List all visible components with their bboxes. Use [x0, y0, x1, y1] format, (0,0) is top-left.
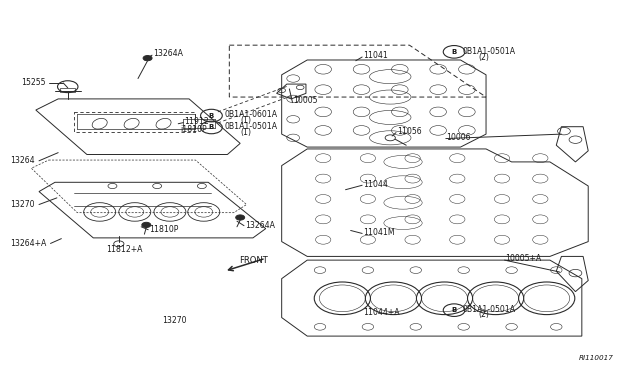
Text: FRONT: FRONT [239, 256, 268, 264]
Text: B: B [209, 125, 214, 131]
Text: (2): (2) [478, 310, 489, 319]
Text: 13264: 13264 [10, 156, 35, 165]
Text: 0B1A1-0501A: 0B1A1-0501A [463, 47, 515, 56]
Text: 11056: 11056 [397, 126, 421, 136]
Text: 10005+A: 10005+A [505, 254, 541, 263]
Text: 13264A: 13264A [244, 221, 275, 230]
Circle shape [142, 222, 151, 228]
Text: 11810P: 11810P [149, 225, 178, 234]
Text: 11044+A: 11044+A [363, 308, 399, 317]
Text: B: B [451, 49, 457, 55]
Text: B: B [451, 307, 457, 313]
Text: (2): (2) [478, 53, 489, 62]
Text: 11041: 11041 [363, 51, 388, 60]
Text: 13270: 13270 [162, 316, 186, 325]
Text: 13264A: 13264A [153, 49, 182, 58]
Text: 11812+A: 11812+A [106, 244, 143, 253]
Circle shape [236, 215, 244, 220]
Text: B: B [209, 113, 214, 119]
Text: 13270: 13270 [10, 200, 35, 209]
Text: 11912: 11912 [184, 117, 209, 126]
Text: 11041M: 11041M [363, 228, 394, 237]
Text: 15255: 15255 [21, 78, 45, 87]
Bar [60, 88, 76, 92]
Text: (1): (1) [241, 128, 252, 137]
Text: 0B1A1-0501A: 0B1A1-0501A [463, 305, 515, 314]
Text: (1): (1) [241, 116, 252, 125]
Text: 0B1A1-0601A: 0B1A1-0601A [224, 110, 277, 119]
Text: i1810P: i1810P [180, 125, 207, 134]
Text: 10006: 10006 [447, 133, 471, 142]
Text: 0B1A1-0501A: 0B1A1-0501A [224, 122, 277, 131]
Circle shape [143, 55, 152, 61]
Text: 13264+A: 13264+A [10, 239, 47, 248]
Text: 11044: 11044 [363, 180, 388, 189]
Text: 10005: 10005 [293, 96, 317, 105]
Text: RI110017: RI110017 [579, 355, 614, 361]
